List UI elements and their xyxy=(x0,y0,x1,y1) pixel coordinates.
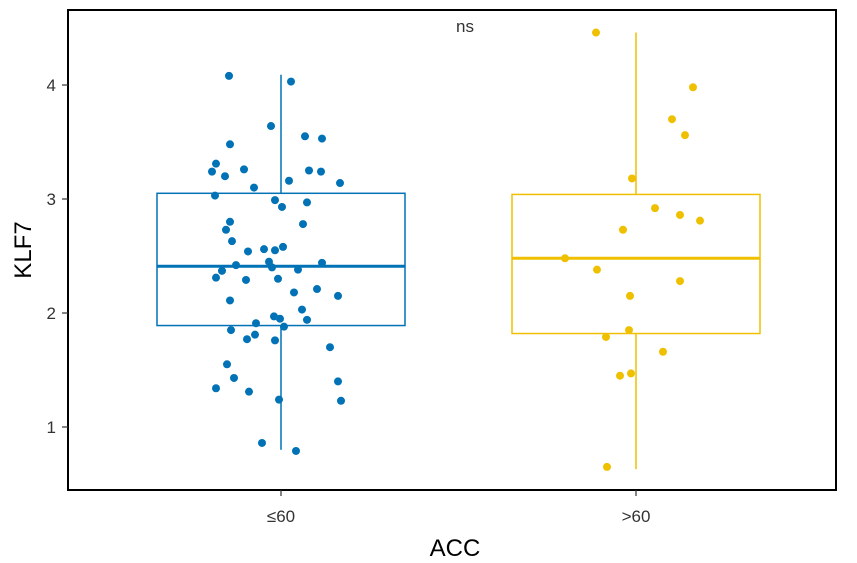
data-point xyxy=(668,115,676,124)
annotation-ns: ns xyxy=(456,17,474,36)
data-point xyxy=(318,258,326,267)
data-point xyxy=(626,291,634,300)
data-point xyxy=(271,246,279,255)
plot-panel xyxy=(67,9,837,491)
data-point xyxy=(659,347,667,356)
data-point xyxy=(676,210,684,219)
data-point xyxy=(651,204,659,213)
data-point xyxy=(260,245,268,254)
data-point xyxy=(240,165,248,174)
data-point xyxy=(628,174,636,183)
x-tick-label: ≤60 xyxy=(267,507,295,526)
data-point xyxy=(602,332,610,341)
data-point xyxy=(681,131,689,140)
data-point xyxy=(212,159,220,168)
data-point xyxy=(625,326,633,335)
data-point xyxy=(212,273,220,282)
data-point xyxy=(318,134,326,143)
y-axis-title: KLF7 xyxy=(10,221,37,278)
y-tick-label: 2 xyxy=(47,304,56,323)
data-point xyxy=(222,225,230,234)
y-tick-label: 3 xyxy=(47,190,56,209)
data-point xyxy=(226,140,234,149)
data-point xyxy=(251,330,259,339)
data-point xyxy=(276,314,284,323)
data-point xyxy=(616,371,624,380)
data-point xyxy=(593,265,601,274)
data-point xyxy=(223,360,231,369)
data-point xyxy=(211,191,219,200)
y-tick-label: 4 xyxy=(47,76,56,95)
data-point xyxy=(280,322,288,331)
y-axis: 1 2 3 4 xyxy=(47,76,68,437)
data-point xyxy=(271,196,279,205)
data-point xyxy=(337,396,345,405)
data-point xyxy=(326,343,334,352)
data-point xyxy=(334,377,342,386)
data-point xyxy=(696,216,704,225)
data-point xyxy=(244,247,252,256)
data-point xyxy=(252,319,260,328)
data-point xyxy=(294,265,302,274)
data-point xyxy=(275,395,283,404)
data-point xyxy=(268,263,276,272)
data-point xyxy=(285,176,293,185)
data-point xyxy=(221,172,229,181)
data-point xyxy=(228,237,236,246)
x-axis: ≤60 >60 xyxy=(267,490,651,526)
data-point xyxy=(298,305,306,314)
data-point xyxy=(250,183,258,192)
data-point xyxy=(258,438,266,447)
data-point xyxy=(287,77,295,86)
data-point xyxy=(267,122,275,131)
data-point xyxy=(245,387,253,396)
data-point xyxy=(334,291,342,300)
data-point xyxy=(278,202,286,211)
data-point xyxy=(299,220,307,229)
data-point xyxy=(305,166,313,175)
data-point xyxy=(225,71,233,80)
data-point xyxy=(292,446,300,455)
data-point xyxy=(271,336,279,345)
data-point xyxy=(242,275,250,284)
data-point xyxy=(232,261,240,270)
data-point xyxy=(226,217,234,226)
data-point xyxy=(227,326,235,335)
data-point xyxy=(592,28,600,37)
data-point xyxy=(230,373,238,382)
data-point xyxy=(676,277,684,286)
data-point xyxy=(603,462,611,471)
box-iqr xyxy=(511,193,761,335)
points-layer xyxy=(208,28,704,471)
data-point xyxy=(270,312,278,321)
data-point xyxy=(218,266,226,275)
data-point xyxy=(561,254,569,263)
x-tick-label: >60 xyxy=(622,507,651,526)
data-point xyxy=(336,179,344,188)
data-point xyxy=(313,285,321,294)
data-point xyxy=(689,83,697,92)
y-tick-label: 1 xyxy=(47,418,56,437)
data-point xyxy=(208,167,216,176)
data-point xyxy=(226,296,234,305)
data-point xyxy=(274,274,282,283)
x-axis-title: ACC xyxy=(430,535,481,562)
data-point xyxy=(627,369,635,378)
data-point xyxy=(303,315,311,324)
data-point xyxy=(290,288,298,297)
data-point xyxy=(279,242,287,251)
data-point xyxy=(303,198,311,207)
data-point xyxy=(301,132,309,141)
data-point xyxy=(243,335,251,344)
data-point xyxy=(212,384,220,393)
data-point xyxy=(619,225,627,234)
data-point xyxy=(317,167,325,176)
